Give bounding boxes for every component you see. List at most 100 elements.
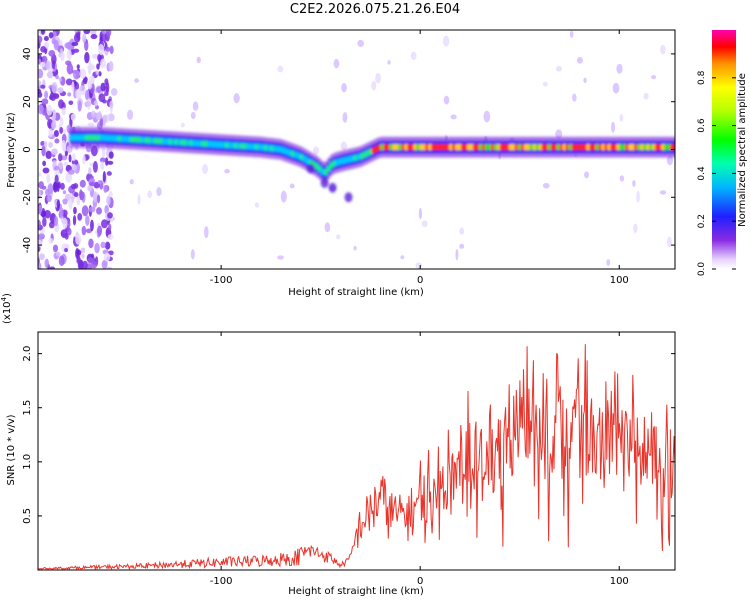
spectrogram-noise-speck	[666, 236, 672, 248]
spectrogram-noise-speck	[77, 100, 82, 112]
spectrogram-noise-speck	[555, 65, 562, 72]
spectrogram-noise-speck	[633, 223, 638, 234]
spectrogram-noise-speck	[76, 194, 81, 206]
snr-scale-label: (x104)	[0, 293, 13, 324]
spectrogram-noise-speck	[89, 178, 96, 183]
spectrogram-noise	[38, 30, 674, 269]
spectrogram-noise-speck	[79, 179, 86, 188]
spectrogram-noise-speck	[52, 109, 57, 122]
spectrogram-noise-speck	[87, 184, 93, 192]
spectrogram-y-tick-label: 40	[22, 48, 33, 61]
spectrogram-noise-speck	[44, 90, 49, 99]
spectrogram-noise-speck	[55, 74, 59, 80]
spectrogram-noise-speck	[58, 153, 63, 162]
spectrogram-noise-speck	[71, 41, 79, 47]
colorbar-tick-label: 0.8	[697, 70, 707, 85]
spectrogram-noise-speck	[72, 153, 76, 162]
spectrogram-noise-speck	[106, 266, 113, 269]
spectrogram-noise-speck	[38, 172, 42, 177]
spectrogram-noise-speck	[341, 83, 347, 93]
spectrogram-noise-speck	[66, 49, 72, 61]
ridge-core	[672, 143, 675, 151]
spectrogram-noise-speck	[43, 36, 49, 42]
spectrogram-noise-speck	[103, 184, 108, 193]
spectrogram-noise-speck	[81, 205, 89, 217]
spectrogram-noise-speck	[59, 207, 64, 219]
spectrogram-noise-speck	[443, 95, 450, 105]
spectrogram-noise-speck	[64, 248, 68, 253]
colorbar-label: Normalized spectral amplitude	[737, 73, 748, 227]
spectrogram-noise-speck	[80, 90, 86, 96]
spectrogram-noise-speck	[93, 100, 98, 107]
spectrogram-noise-speck	[82, 33, 87, 44]
spectrogram-noise-speck	[51, 148, 58, 156]
spectrogram-noise-speck	[101, 30, 107, 35]
spectrogram-noise-speck	[90, 34, 98, 40]
spectrogram-noise-speck	[46, 194, 52, 203]
spectrogram-noise-speck	[106, 30, 112, 37]
spectrogram-noise-speck	[59, 116, 64, 126]
spectrogram-noise-speck	[46, 105, 53, 116]
spectrogram-noise-speck	[196, 56, 201, 64]
spectrogram-noise-speck	[108, 250, 114, 256]
spectrogram-noise-speck	[156, 187, 162, 197]
spectrogram-noise-speck	[56, 182, 60, 193]
spectrogram-noise-speck	[91, 110, 96, 118]
colorbar: 0.0 0.2 0.4 0.6 0.8 Normalized spectral ampl…	[697, 30, 748, 276]
spectrogram-noise-speck	[41, 145, 46, 157]
spectrogram-noise-speck	[85, 228, 92, 234]
spectrogram-noise-speck	[102, 171, 107, 183]
spectrogram-noise-speck	[636, 190, 640, 203]
spectrogram-noise-speck	[450, 114, 457, 120]
spectrogram-noise-speck	[105, 46, 111, 52]
spectrogram-noise-speck	[616, 63, 623, 74]
spectrogram-noise-speck	[38, 233, 45, 238]
spectrogram-noise-speck	[45, 150, 52, 160]
spectrogram-noise-speck	[62, 198, 68, 205]
spectrogram-noise-speck	[85, 215, 90, 226]
spectrogram-noise-speck	[87, 80, 92, 90]
colorbar-ticks: 0.0 0.2 0.4 0.6 0.8	[697, 70, 736, 276]
spectrogram-noise-speck	[442, 35, 450, 47]
spectrogram-noise-speck	[70, 183, 77, 190]
spectrogram-noise-speck	[68, 154, 72, 163]
spectrogram-noise-speck	[104, 241, 111, 250]
spectrogram-noise-speck	[39, 253, 45, 261]
ridge-blob	[306, 163, 315, 174]
spectrogram-noise-speck	[100, 161, 105, 171]
spectrogram-noise-speck	[109, 100, 114, 109]
spectrogram-noise-speck	[38, 91, 43, 98]
spectrogram-noise-speck	[59, 182, 65, 190]
spectrogram-y-ticks: -40 -20 0 20 40	[22, 48, 675, 253]
spectrogram-noise-speck	[632, 180, 636, 187]
spectrogram-noise-speck	[38, 188, 41, 200]
spectrogram-noise-speck	[76, 249, 82, 256]
spectrogram-noise-speck	[483, 110, 491, 123]
spectrogram-noise-speck	[53, 216, 59, 227]
spectrogram-noise-speck	[96, 194, 101, 204]
spectrogram-noise-speck	[76, 255, 81, 264]
snr-y-tick-label: 1.5	[22, 400, 33, 416]
spectrogram-noise-speck	[134, 78, 140, 83]
spectrogram-noise-speck	[97, 180, 102, 185]
spectrogram-noise-speck	[107, 234, 114, 241]
spectrogram-noise-speck	[48, 32, 54, 39]
spectrogram-noise-speck	[418, 207, 423, 220]
spectrogram-noise-speck	[126, 109, 134, 120]
spectrogram-noise-speck	[44, 258, 50, 269]
ridge-core	[323, 168, 328, 176]
spectrogram-noise-speck	[76, 31, 81, 41]
snr-x-tick-label: -100	[210, 576, 233, 587]
spectrogram-noise-speck	[38, 219, 41, 228]
spectrogram-noise-speck	[61, 107, 67, 116]
spectrogram-noise-speck	[40, 30, 45, 35]
spectrogram-noise-speck	[46, 173, 51, 184]
spectrogram-noise-speck	[38, 240, 43, 247]
spectrogram-y-tick-label: 0	[22, 146, 33, 152]
spectrogram-noise-speck	[38, 262, 42, 269]
spectrogram-noise-speck	[110, 88, 118, 96]
spectrogram-noise-speck	[42, 217, 47, 227]
spectrogram-noise-speck	[38, 204, 43, 215]
spectrogram-noise-speck	[643, 92, 649, 100]
spectrogram-noise-speck	[147, 190, 152, 199]
